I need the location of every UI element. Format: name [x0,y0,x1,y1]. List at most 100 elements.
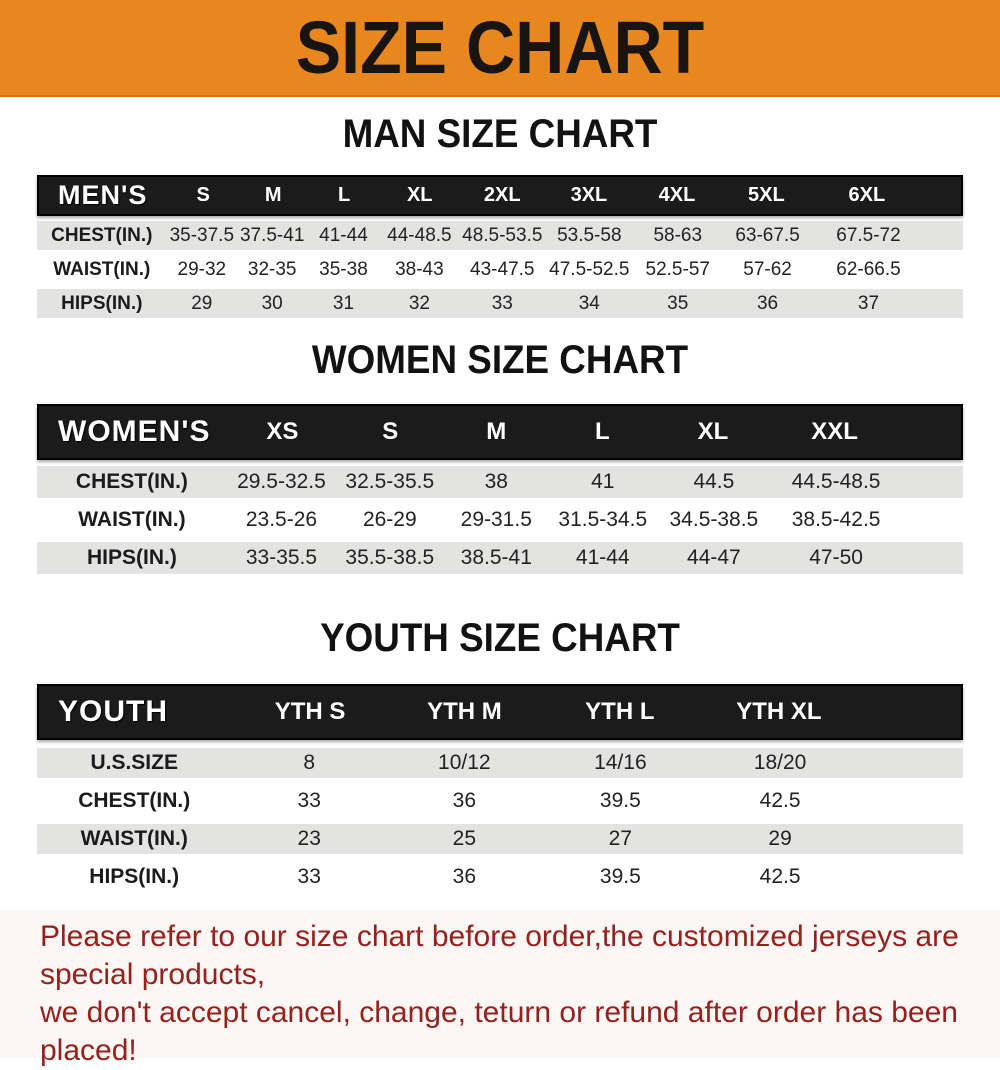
table-cell: 32 [408,292,430,314]
mens-col-xl: XL [406,184,433,206]
table-cell: 36 [452,865,477,888]
table-cell: 18/20 [753,751,807,774]
womens-col-l: L [594,418,610,445]
row-label: U.S.SIZE [90,751,178,774]
youth-header-row: YOUTH YTH S YTH M YTH L YTH XL [37,684,963,740]
mens-col-s: S [196,184,210,206]
table-cell: 34.5-38.5 [669,508,759,531]
table-cell: 38 [484,470,508,493]
table-cell: 37.5-41 [239,224,305,246]
youth-ussize-row: U.S.SIZE 8 10/12 14/16 18/20 [37,748,963,778]
table-cell: 47.5-52.5 [549,258,630,280]
table-cell: 10/12 [438,751,491,774]
women-size-chart-title: WOMEN SIZE CHART [311,338,689,382]
mens-waist-row: WAIST(IN.) 29-32 32-35 35-38 38-43 43-47… [37,255,963,284]
mens-size-table: MEN'S S M L XL 2XL 3XL 4XL 5XL 6XL CHEST… [37,175,963,318]
mens-col-m: M [264,184,282,206]
youth-chest-row: CHEST(IN.) 33 36 39.5 42.5 [37,786,963,816]
youth-col-xl: YTH XL [736,698,822,725]
table-cell: 38.5-41 [460,546,532,569]
table-cell: 14/16 [594,751,647,774]
footer-note: Please refer to our size chart before or… [0,910,1000,1067]
youth-corner-label: YOUTH [58,695,168,728]
table-cell: 44-48.5 [387,224,452,246]
table-cell: 58-63 [653,224,703,246]
table-cell: 33-35.5 [245,546,318,569]
table-cell: 35 [667,292,689,314]
mens-corner-label: MEN'S [58,180,148,210]
table-cell: 35-38 [319,258,368,280]
table-cell: 29 [768,827,792,850]
womens-col-m: M [486,418,507,445]
womens-size-table: WOMEN'S XS S M L XL XXL CHEST(IN.) 29.5-… [37,404,963,574]
table-cell: 30 [261,292,283,314]
youth-col-s: YTH S [274,698,346,725]
man-size-chart-title: MAN SIZE CHART [342,112,658,156]
table-cell: 57-62 [743,258,792,280]
table-cell: 47-50 [809,546,863,569]
size-chart-banner: SIZE CHART [0,0,1000,97]
table-cell: 48.5-53.5 [462,224,543,246]
table-cell: 41 [591,470,615,493]
table-cell: 44.5-48.5 [791,470,881,493]
footer-line-2: we don't accept cancel, change, teturn o… [40,996,958,1067]
row-label: CHEST(IN.) [78,789,191,812]
table-cell: 36 [756,292,779,314]
table-cell: 41-44 [319,224,368,246]
table-cell: 53.5-58 [557,224,622,246]
row-label: WAIST(IN.) [53,258,151,280]
table-cell: 41-44 [575,546,630,569]
womens-header-row: WOMEN'S XS S M L XL XXL [37,404,963,460]
table-cell: 23.5-26 [245,508,318,531]
table-cell: 38-43 [395,258,444,280]
table-cell: 36 [452,789,477,812]
mens-col-2xl: 2XL [483,184,521,206]
youth-col-m: YTH M [427,698,502,725]
table-cell: 8 [303,751,316,774]
table-cell: 35.5-38.5 [345,546,435,569]
table-cell: 29.5-32.5 [237,470,326,493]
youth-size-chart-title: YOUTH SIZE CHART [320,616,680,660]
table-cell: 38.5-42.5 [791,508,881,531]
womens-chest-row: CHEST(IN.) 29.5-32.5 32.5-35.5 38 41 44.… [37,466,963,498]
table-cell: 25 [452,827,477,850]
table-cell: 32-35 [247,258,297,280]
table-cell: 26-29 [362,508,417,531]
womens-hips-row: HIPS(IN.) 33-35.5 35.5-38.5 38.5-41 41-4… [37,542,963,574]
mens-col-4xl: 4XL [658,184,696,206]
table-cell: 63-67.5 [735,224,800,246]
row-label: HIPS(IN.) [86,546,177,569]
table-cell: 33 [297,865,321,888]
row-label: WAIST(IN.) [80,827,188,850]
womens-waist-row: WAIST(IN.) 23.5-26 26-29 29-31.5 31.5-34… [37,504,963,536]
table-cell: 31 [332,292,355,314]
table-cell: 39.5 [599,789,641,812]
womens-col-xxl: XXL [811,418,858,445]
table-cell: 32.5-35.5 [345,470,435,493]
footer-line-1: Please refer to our size chart before or… [40,920,959,991]
table-cell: 31.5-34.5 [558,508,648,531]
mens-col-5xl: 5XL [748,184,785,206]
table-cell: 44.5 [693,470,735,493]
table-cell: 33 [491,292,513,314]
table-cell: 27 [608,827,633,850]
youth-hips-row: HIPS(IN.) 33 36 39.5 42.5 [37,862,963,892]
table-cell: 62-66.5 [836,258,901,280]
womens-col-xs: XS [266,418,299,445]
table-cell: 33 [297,789,321,812]
table-cell: 35-37.5 [169,224,235,246]
mens-col-3xl: 3XL [570,184,608,206]
mens-hips-row: HIPS(IN.) 29 30 31 32 33 34 35 36 37 [37,289,963,318]
row-label: WAIST(IN.) [78,508,186,531]
mens-chest-row: CHEST(IN.) 35-37.5 37.5-41 41-44 44-48.5… [37,221,963,250]
table-cell: 52.5-57 [645,258,710,280]
table-cell: 29-32 [177,258,227,280]
table-cell: 29 [191,292,213,314]
table-cell: 23 [297,827,321,850]
youth-col-l: YTH L [585,698,655,725]
row-label: CHEST(IN.) [75,470,188,493]
table-cell: 42.5 [759,789,801,812]
table-cell: 37 [857,292,880,314]
table-cell: 44-47 [687,546,741,569]
youth-size-table: YOUTH YTH S YTH M YTH L YTH XL U.S.SIZE … [37,684,963,892]
